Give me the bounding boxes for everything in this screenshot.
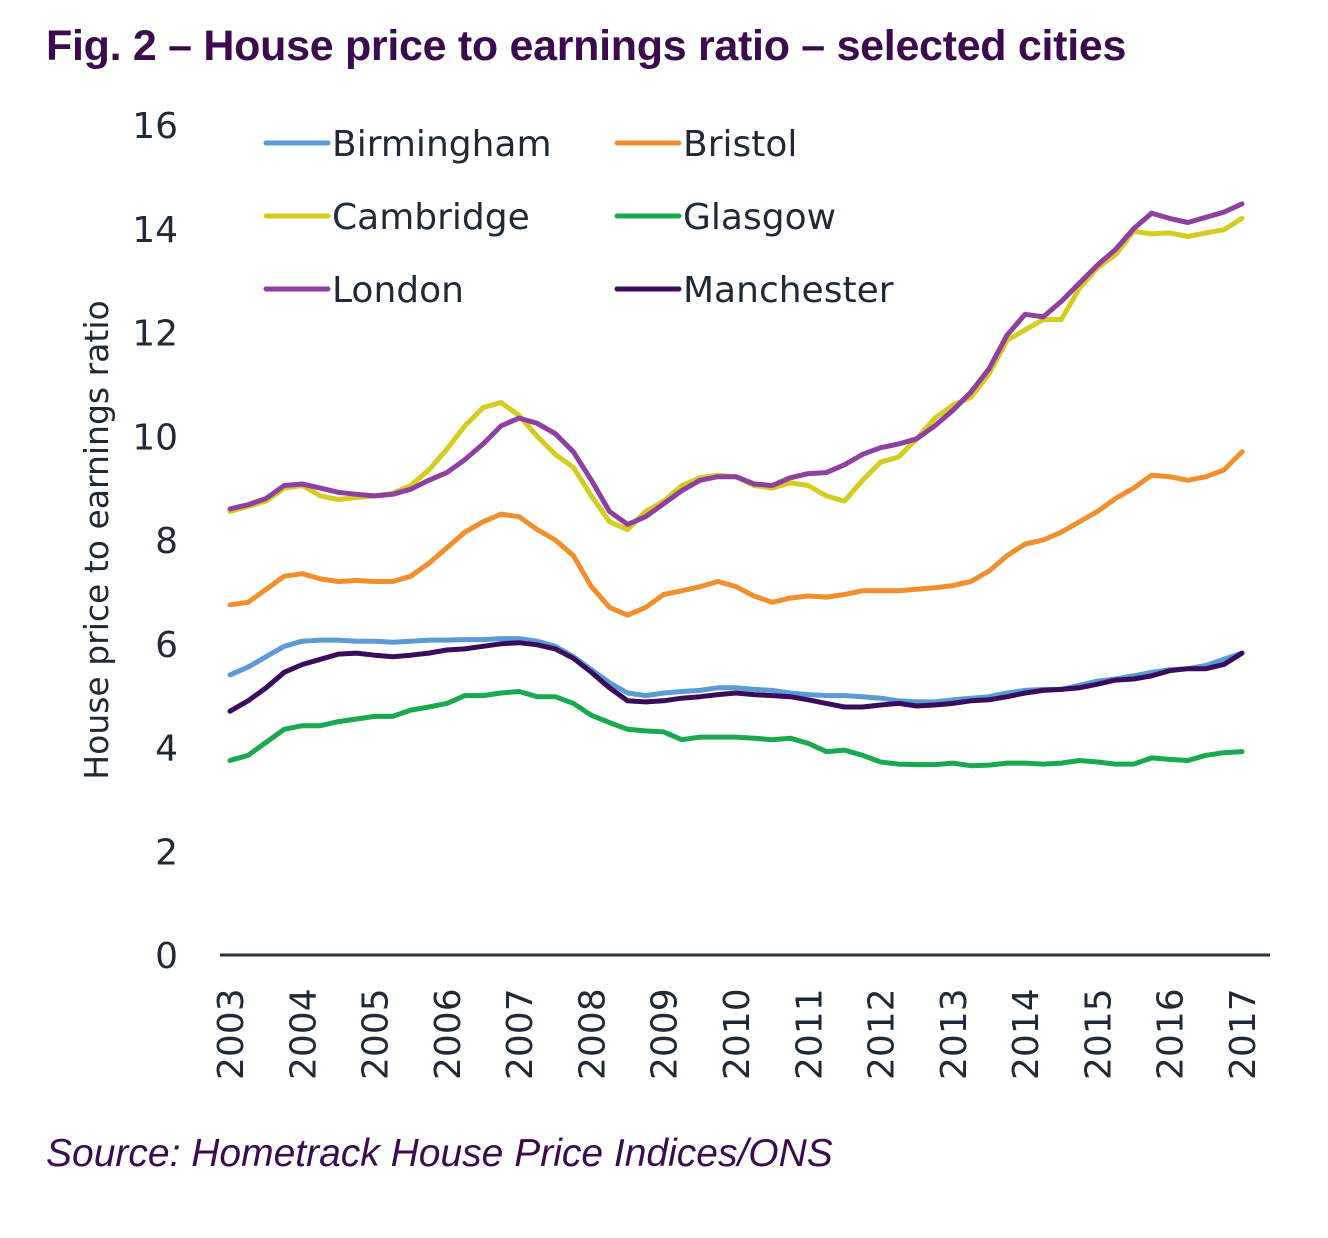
legend-label: Birmingham [332,124,552,165]
y-tick-label: 14 [132,210,178,251]
x-tick-label: 2014 [1006,988,1047,1080]
series-lines [227,201,1245,769]
x-axis-ticks: 2003 2004 2005 2006 2007 2008 2009 2010 2011 2012… [211,988,1264,1080]
legend-item-glasgow: Glasgow [614,197,836,238]
series-line-manchester [227,640,1245,714]
x-tick-label: 2016 [1151,988,1192,1080]
legend-label: Glasgow [683,197,836,238]
series-line-cambridge [227,215,1245,533]
y-tick-label: 2 [155,832,178,873]
y-tick-label: 10 [132,417,178,458]
legend-label: Cambridge [332,197,530,238]
y-tick-label: 12 [132,314,178,355]
x-tick-label: 2005 [356,988,397,1080]
x-tick-label: 2009 [645,988,686,1080]
legend-item-birmingham: Birmingham [263,124,552,165]
legend-item-bristol: Bristol [614,124,797,165]
x-tick-label: 2006 [428,988,469,1080]
y-axis-label: House price to earnings ratio [77,300,116,779]
x-tick-label: 2010 [717,988,758,1080]
series-line-glasgow [227,689,1245,769]
legend-label: Bristol [683,124,797,165]
x-tick-label: 2012 [862,988,903,1080]
legend-item-cambridge: Cambridge [263,197,530,238]
x-tick-label: 2017 [1223,988,1264,1080]
chart-title: Fig. 2 – House price to earnings ratio –… [46,22,1127,70]
legend-item-manchester: Manchester [614,270,894,311]
legend-item-london: London [263,270,464,311]
x-tick-label: 2015 [1078,988,1119,1080]
x-tick-label: 2008 [572,988,613,1080]
series-line-bristol [227,449,1245,618]
x-tick-label: 2011 [789,988,830,1080]
y-tick-label: 6 [155,625,178,666]
x-tick-label: 2004 [283,988,324,1080]
x-tick-label: 2007 [500,988,541,1080]
y-tick-label: 16 [132,106,178,147]
y-axis-ticks: 0 2 4 6 8 10 12 14 16 [132,106,178,977]
x-tick-label: 2003 [211,988,252,1080]
legend: Birmingham Bristol Cambridge Glasgow London M… [263,124,894,311]
y-tick-label: 8 [155,521,178,562]
series-line-london [227,201,1245,527]
y-tick-label: 0 [155,936,178,977]
source-note: Source: Hometrack House Price Indices/ON… [46,1132,833,1175]
y-tick-label: 4 [155,729,178,770]
legend-label: Manchester [683,270,894,311]
x-tick-label: 2013 [934,988,975,1080]
y-axis-title: House price to earnings ratio [77,300,116,779]
legend-label: London [332,270,464,311]
